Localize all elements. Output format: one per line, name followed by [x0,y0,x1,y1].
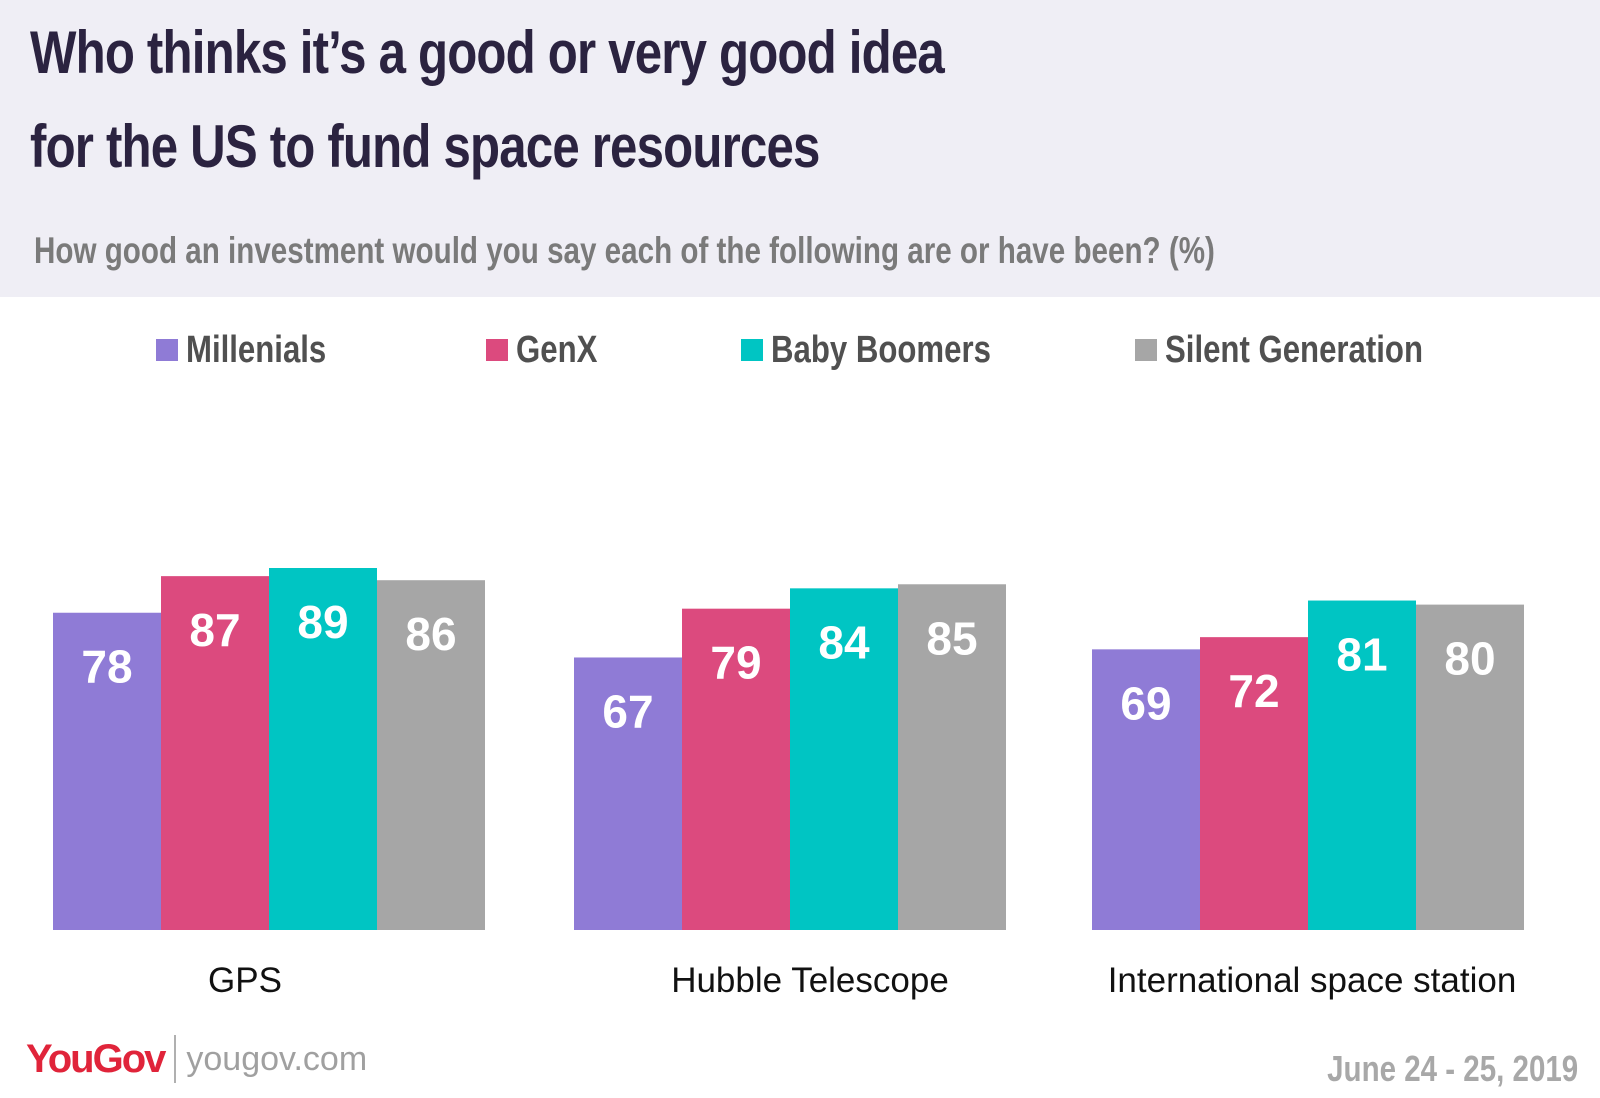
category-label-international-space-station: International space station [1108,961,1517,1000]
legend-item-millenials: Millenials [156,328,357,371]
data-label-international-space-station-baby-boomers: 81 [1336,629,1387,681]
header-band: Who thinks it’s a good or very good idea… [0,0,1600,297]
legend-label-millenials: Millenials [186,328,327,371]
data-label-hubble-telescope-genx: 79 [710,637,761,689]
legend-label-baby-boomers: Baby Boomers [771,328,991,371]
category-label-hubble-telescope: Hubble Telescope [671,961,949,1000]
bar-hubble-telescope-silent-generation [898,584,1006,930]
data-label-international-space-station-genx: 72 [1228,665,1279,717]
footer-branding: YouGov yougov.com [26,1035,367,1083]
category-label-gps: GPS [208,961,282,1000]
chart-subtitle: How good an investment would you say eac… [34,230,1215,271]
bar-international-space-station-baby-boomers [1308,600,1416,930]
bar-gps-genx [161,576,269,930]
bar-gps-baby-boomers [269,568,377,930]
legend-swatch-baby-boomers [741,339,763,361]
bar-hubble-telescope-genx [682,608,790,930]
bar-gps-silent-generation [377,580,485,930]
chart-title-line-2: for the US to fund space resources [30,113,820,180]
data-label-international-space-station-silent-generation: 80 [1444,633,1495,685]
legend-label-silent-generation: Silent Generation [1165,328,1423,371]
data-label-hubble-telescope-silent-generation: 85 [926,612,977,664]
chart-title-line-1: Who thinks it’s a good or very good idea [30,19,945,86]
data-label-hubble-telescope-millenials: 67 [602,685,653,737]
data-label-international-space-station-millenials: 69 [1120,677,1171,729]
bar-international-space-station-silent-generation [1416,604,1524,930]
data-label-gps-silent-generation: 86 [405,608,456,660]
bar-hubble-telescope-baby-boomers [790,588,898,930]
legend-swatch-genx [486,339,508,361]
legend-swatch-millenials [156,339,178,361]
legend-swatch-silent-generation [1135,339,1157,361]
logo-divider [174,1035,177,1083]
legend-item-genx: GenX [486,328,615,371]
legend-item-baby-boomers: Baby Boomers [741,328,1039,371]
bar-international-space-station-genx [1200,637,1308,930]
yougov-logo: YouGov [26,1036,166,1081]
legend-label-genx: GenX [516,328,598,371]
yougov-url: yougov.com [186,1039,368,1078]
bar-gps-millenials [53,612,161,930]
data-label-gps-genx: 87 [189,604,240,656]
legend-item-silent-generation: Silent Generation [1135,328,1480,371]
data-label-gps-millenials: 78 [81,641,132,693]
data-label-gps-baby-boomers: 89 [297,596,348,648]
data-label-hubble-telescope-baby-boomers: 84 [818,616,870,668]
survey-date: June 24 - 25, 2019 [1326,1048,1578,1089]
bar-hubble-telescope-millenials [574,657,682,930]
bar-international-space-station-millenials [1092,649,1200,930]
